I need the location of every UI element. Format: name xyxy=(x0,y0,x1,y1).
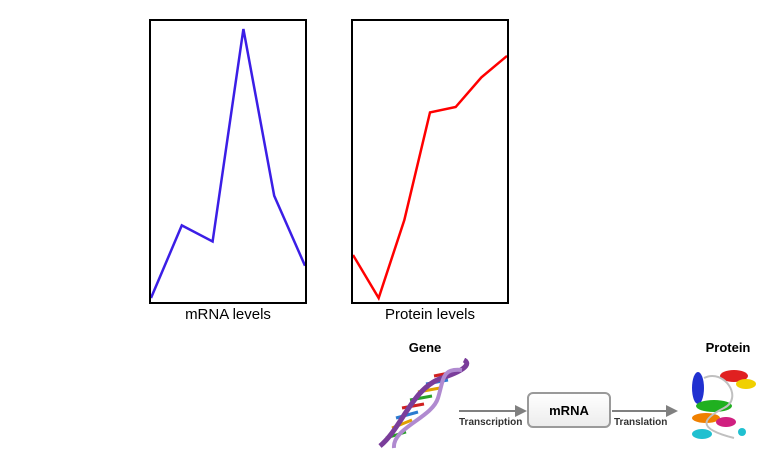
gene-label: Gene xyxy=(408,340,442,355)
transcription-arrow xyxy=(459,405,527,417)
mrna-chart-panel xyxy=(149,19,307,304)
mrna-box: mRNA xyxy=(527,392,611,428)
translation-arrow xyxy=(612,405,678,417)
protein-structure-icon xyxy=(692,370,756,439)
protein-chart-svg xyxy=(353,54,507,301)
protein-chart-panel xyxy=(351,19,509,304)
mrna-series-line xyxy=(151,28,305,299)
mrna-box-label: mRNA xyxy=(549,402,589,418)
dna-helix-icon xyxy=(378,358,470,449)
transcription-label: Transcription xyxy=(459,417,523,428)
protein-chart-caption: Protein levels xyxy=(384,306,476,323)
protein-label: Protein xyxy=(705,340,751,355)
mrna-chart-caption: mRNA levels xyxy=(185,306,271,323)
translation-label: Translation xyxy=(614,417,668,428)
protein-series-line xyxy=(353,54,507,301)
mrna-chart-svg xyxy=(151,28,305,299)
